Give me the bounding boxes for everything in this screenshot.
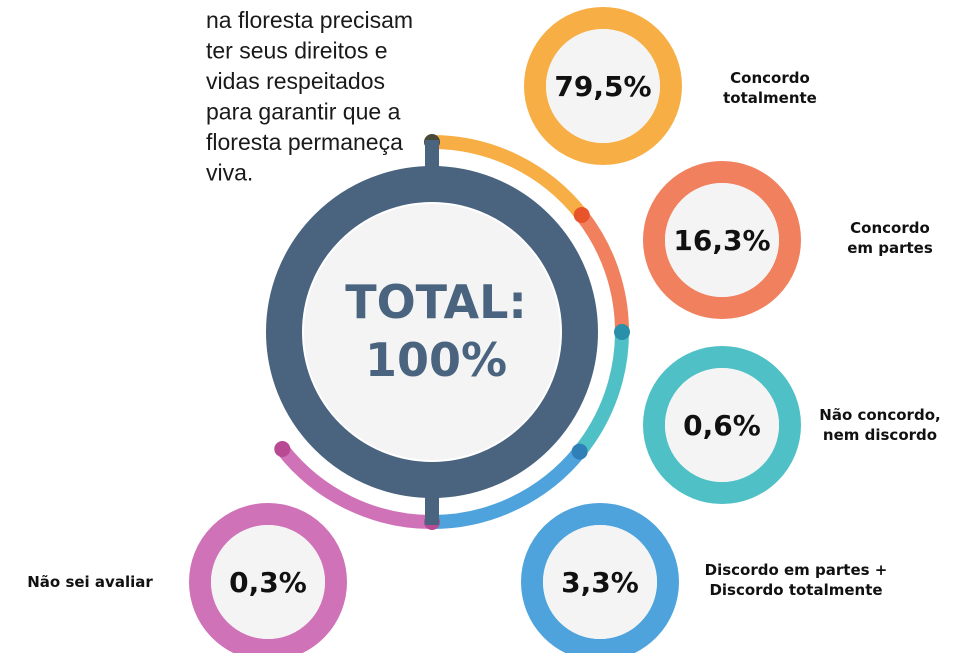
arc — [276, 444, 433, 529]
item-disc — [665, 368, 779, 482]
intro-text: na floresta precisam ter seus direitos e v… — [206, 7, 413, 186]
item-label: nem discordo — [823, 426, 937, 444]
item-value: 0,6% — [683, 409, 761, 442]
intro-line: na floresta precisam — [206, 7, 413, 33]
item-disc — [546, 29, 660, 143]
item-label: em partes — [847, 239, 933, 257]
item-label: Concordo — [730, 69, 810, 87]
center-ring — [266, 166, 598, 498]
item-label: Não concordo, — [819, 406, 940, 424]
arc-dot — [614, 324, 630, 340]
arc — [576, 210, 629, 333]
item-label: totalmente — [723, 89, 817, 107]
item-ring — [189, 503, 347, 653]
item-label: Discordo em partes + — [705, 561, 888, 579]
item-ring — [521, 503, 679, 653]
arc-dot — [571, 443, 588, 460]
item-ring — [643, 346, 801, 504]
item-label: Concordo — [850, 219, 930, 237]
intro-line: floresta permaneça — [206, 129, 403, 155]
center-text: TOTAL: — [345, 275, 527, 329]
intro-line: vidas respeitados — [206, 68, 385, 94]
item-value: 3,3% — [561, 566, 639, 599]
item-ring — [524, 7, 682, 165]
center-text: 100% — [365, 333, 507, 387]
item-label: Discordo totalmente — [709, 581, 882, 599]
intro-line: ter seus direitos e — [206, 38, 388, 64]
items: 79,5% Concordo totalmente 16,3% Concordo em p… — [27, 7, 941, 653]
item-disc — [211, 525, 325, 639]
item-value: 16,3% — [673, 224, 770, 257]
item-disc — [543, 525, 657, 639]
center-disc — [304, 204, 560, 460]
arc-dot — [573, 207, 590, 224]
item-ring — [643, 161, 801, 319]
arc-dot — [274, 440, 291, 457]
arc — [431, 135, 588, 220]
intro-line: viva. — [206, 160, 253, 186]
item-value: 79,5% — [554, 70, 651, 103]
arc — [431, 447, 586, 529]
arc — [574, 331, 629, 456]
item-value: 0,3% — [229, 566, 307, 599]
item-disc — [665, 183, 779, 297]
item-label: Não sei avaliar — [27, 573, 153, 591]
intro-line: para garantir que a — [206, 99, 401, 125]
